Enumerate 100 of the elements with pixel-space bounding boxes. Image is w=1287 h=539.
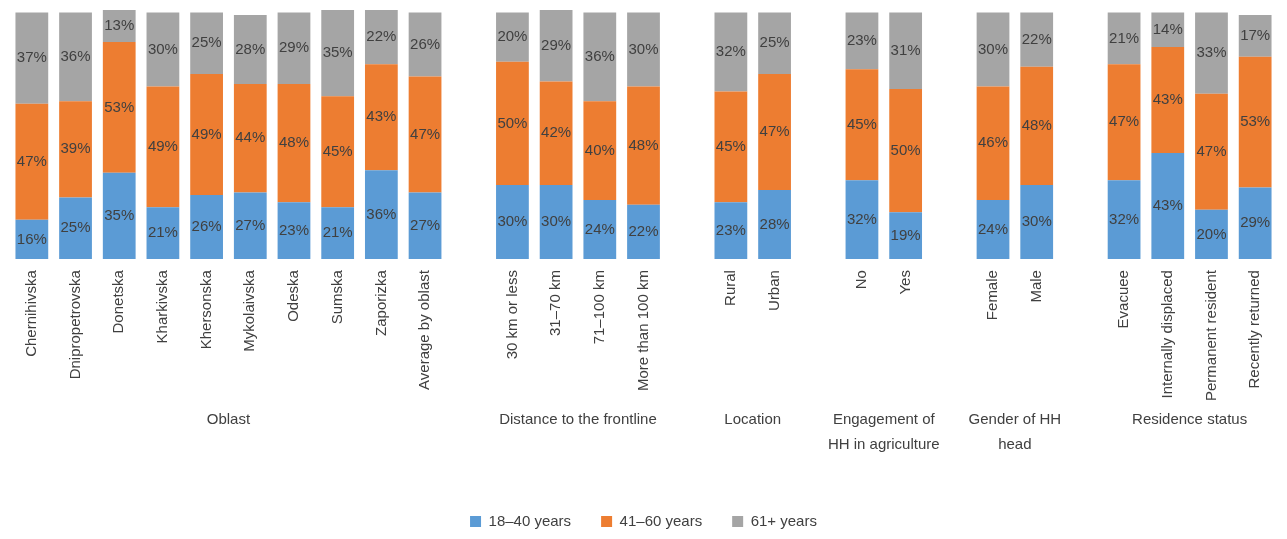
- data-label: 48%: [628, 135, 659, 153]
- data-label: 45%: [322, 141, 353, 159]
- bar: [1107, 180, 1141, 260]
- bar: [627, 204, 660, 260]
- bar: [889, 88, 923, 213]
- data-label: 49%: [147, 137, 178, 155]
- bar: [845, 180, 879, 260]
- data-label: 45%: [715, 137, 746, 155]
- x-tick-label: Odeska: [284, 269, 302, 322]
- text: Distance to the frontline: [499, 409, 657, 427]
- x-tick-label: Donetska: [109, 269, 127, 334]
- data-label: 21%: [147, 223, 178, 241]
- bar: [714, 202, 748, 260]
- data-label: 36%: [366, 204, 397, 222]
- data-label: 44%: [235, 128, 266, 146]
- bar: [1195, 12, 1228, 94]
- x-tick-label: Kharkivska: [153, 269, 171, 344]
- text: Residence status: [1132, 409, 1248, 427]
- data-label: 32%: [1109, 209, 1140, 227]
- data-label: 13%: [104, 16, 135, 34]
- x-tick-label: Internally displaced: [1157, 270, 1175, 399]
- data-label: 25%: [759, 33, 790, 51]
- bar: [1238, 56, 1272, 188]
- data-label: 27%: [235, 215, 266, 233]
- data-label: 30%: [497, 212, 528, 230]
- data-label: 42%: [541, 123, 572, 141]
- x-tick-label: No: [852, 270, 870, 290]
- data-label: 28%: [235, 39, 266, 57]
- data-label: 26%: [191, 217, 222, 235]
- data-label: 26%: [410, 34, 441, 52]
- data-label: 21%: [322, 223, 353, 241]
- data-label: 24%: [978, 219, 1009, 237]
- bar: [321, 207, 355, 260]
- data-label: 20%: [497, 27, 528, 45]
- bar: [889, 212, 923, 260]
- x-tick-label: Urban: [764, 270, 782, 311]
- bar: [233, 83, 267, 193]
- bar: [1238, 187, 1272, 260]
- data-label: 49%: [191, 124, 222, 142]
- text: Location: [724, 409, 782, 427]
- bar: [408, 12, 442, 77]
- x-tick-label: Dnipropetrovska: [65, 269, 83, 380]
- x-tick-label: Mykolaivska: [240, 269, 258, 352]
- data-label: 31%: [890, 40, 921, 58]
- data-label: 39%: [60, 139, 91, 157]
- x-tick-label: More than 100 km: [633, 270, 651, 391]
- bar: [758, 12, 791, 75]
- bar: [889, 12, 923, 89]
- data-label: 16%: [16, 229, 47, 247]
- data-label: 48%: [278, 133, 309, 151]
- data-label: 35%: [322, 43, 353, 61]
- legend-label: 18–40 years: [488, 511, 572, 529]
- bar: [15, 103, 49, 220]
- data-label: 47%: [1109, 112, 1140, 130]
- data-label: 33%: [1196, 43, 1227, 61]
- bar: [583, 101, 617, 200]
- data-label: 45%: [846, 114, 877, 132]
- x-tick-label: Average by oblast: [415, 269, 433, 390]
- bar: [190, 194, 223, 260]
- bar: [714, 91, 748, 203]
- data-label: 27%: [410, 215, 441, 233]
- bar: [146, 86, 180, 208]
- bar: [539, 185, 573, 260]
- data-label: 24%: [584, 219, 615, 237]
- data-label: 32%: [846, 209, 877, 227]
- bar: [321, 10, 355, 97]
- data-label: 43%: [1152, 196, 1183, 214]
- bar: [233, 192, 267, 260]
- bar: [321, 96, 355, 208]
- bar: [1151, 153, 1185, 260]
- bar: [408, 76, 442, 193]
- bar: [539, 10, 573, 82]
- data-label: 47%: [759, 122, 790, 140]
- bar: [496, 12, 529, 62]
- data-label: 22%: [1021, 29, 1052, 47]
- data-label: 46%: [978, 133, 1009, 151]
- bar: [583, 12, 617, 102]
- bar: [102, 172, 136, 260]
- legend-label: 41–60 years: [619, 511, 703, 529]
- data-label: 20%: [1196, 224, 1227, 242]
- bar: [1195, 93, 1228, 210]
- bar: [539, 81, 573, 186]
- data-label: 47%: [16, 151, 47, 169]
- bar: [976, 12, 1010, 87]
- data-label: 14%: [1152, 19, 1183, 37]
- data-label: 23%: [846, 30, 877, 48]
- text: Gender of HH head: [968, 409, 1062, 452]
- x-tick-label: Female: [983, 270, 1001, 321]
- bar: [190, 12, 223, 75]
- data-label: 29%: [1240, 213, 1271, 231]
- bar: [233, 14, 267, 84]
- x-tick-label: Recently returned: [1245, 270, 1263, 389]
- data-label: 47%: [1196, 141, 1227, 159]
- data-label: 30%: [628, 39, 659, 57]
- bar: [627, 12, 660, 87]
- bar: [758, 190, 791, 260]
- data-label: 50%: [497, 113, 528, 131]
- bar: [1020, 12, 1054, 67]
- bar: [714, 12, 748, 92]
- bar: [277, 83, 311, 203]
